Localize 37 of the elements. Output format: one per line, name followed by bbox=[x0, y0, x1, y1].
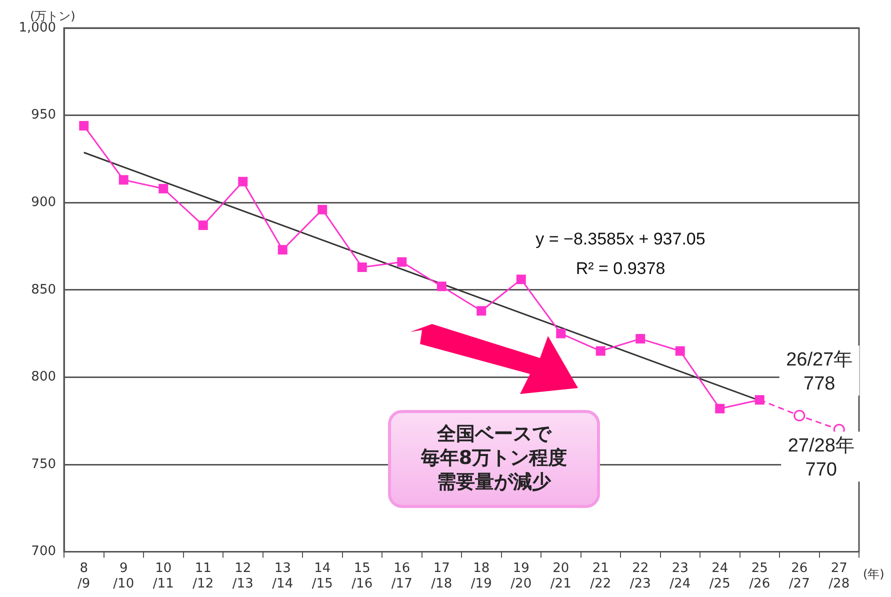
y-tick-label: 800 bbox=[31, 370, 56, 385]
x-tick-label: 16 /17 bbox=[391, 560, 412, 592]
x-tick-label: 14 /15 bbox=[312, 560, 333, 592]
annotation: y = −8.3585x + 937.05 bbox=[536, 230, 706, 249]
y-tick-label: 950 bbox=[31, 108, 56, 123]
x-tick-label: 24 /25 bbox=[709, 560, 730, 592]
x-tick-label: 11 /12 bbox=[192, 560, 214, 592]
x-tick-label: 17 /18 bbox=[431, 560, 452, 592]
y-axis-title: (万トン) bbox=[30, 9, 76, 23]
x-tick-label: 9 /10 bbox=[113, 560, 134, 592]
y-tick-label: 900 bbox=[31, 194, 56, 210]
y-tick-label: 750 bbox=[31, 456, 56, 472]
x-tick-label: 13 /14 bbox=[272, 560, 294, 592]
annotation: 需要量が減少 bbox=[437, 470, 551, 495]
y-tick-label: 700 bbox=[31, 544, 56, 560]
callout-box: 全国ベースで 毎年8万トン程度 需要量が減少 bbox=[388, 410, 600, 508]
y-tick-label: 1,000 bbox=[18, 20, 56, 36]
x-tick-label: 15 /16 bbox=[352, 560, 373, 592]
annotation: 27/28年 770 bbox=[788, 436, 854, 481]
x-tick-label: 18 /19 bbox=[470, 560, 492, 592]
annotation: 毎年8万トン程度 bbox=[420, 447, 568, 471]
x-tick-label: 25 /26 bbox=[749, 560, 770, 592]
annotation: 全国ベースで bbox=[437, 423, 551, 448]
x-tick-label: 27 /28 bbox=[828, 560, 850, 592]
x-tick-label: 10 /11 bbox=[152, 560, 174, 592]
x-tick-label: 19 /20 bbox=[510, 560, 532, 592]
annotation: R² = 0.9378 bbox=[576, 259, 666, 278]
x-tick-label: 12 /13 bbox=[232, 560, 254, 592]
x-axis-title: (年) bbox=[863, 566, 884, 581]
x-tick-label: 22 /23 bbox=[630, 560, 651, 592]
x-tick-label: 26 /27 bbox=[788, 560, 810, 592]
x-tick-label: 21 /22 bbox=[590, 560, 612, 592]
x-tick-label: 8 /9 bbox=[78, 560, 90, 592]
x-tick-label: 20 /21 bbox=[550, 560, 572, 592]
x-tick-label: 23 /24 bbox=[670, 560, 691, 592]
y-tick-label: 850 bbox=[31, 282, 56, 298]
annotation: 26/27年 778 bbox=[786, 350, 853, 395]
